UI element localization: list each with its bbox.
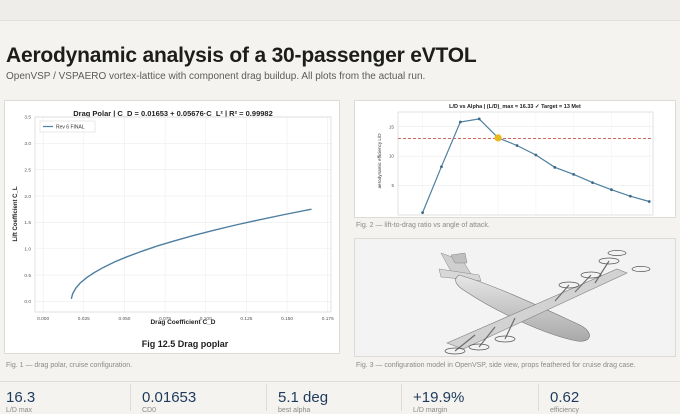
ld-alpha-point bbox=[610, 188, 613, 192]
ld-alpha-card: L/D vs Alpha | (L/D)_max = 16.33 ✓ Targe… bbox=[354, 100, 676, 218]
drag-polar-ytick-label: 1.5 bbox=[24, 220, 31, 226]
stat-efficiency-value: 0.62 bbox=[550, 389, 580, 406]
drag-polar-xtick-label: 0.175 bbox=[322, 316, 334, 322]
ld-alpha-point bbox=[572, 172, 576, 176]
drag-polar-title: Drag Polar | C_D = 0.01653 + 0.05676·C_L… bbox=[73, 109, 273, 118]
vtol-rotors bbox=[444, 250, 651, 355]
ld-alpha-point bbox=[628, 194, 632, 198]
drag-polar-ytick-label: 2.5 bbox=[24, 167, 31, 173]
stat-cd0-value: 0.01653 bbox=[142, 389, 197, 406]
fig3-caption: Fig. 3 — configuration model in OpenVSP,… bbox=[356, 362, 636, 369]
ld-alpha-point bbox=[421, 211, 424, 215]
stats-divider bbox=[0, 381, 680, 382]
ld-alpha-point bbox=[553, 165, 557, 169]
drag-polar-plot-frame bbox=[34, 116, 332, 313]
page-subtitle: OpenVSP / VSPAERO vortex-lattice with co… bbox=[6, 71, 426, 82]
ld-alpha-point bbox=[515, 144, 519, 147]
vtol-main-wing bbox=[446, 268, 628, 350]
fig2-caption: Fig. 2 — lift-to-drag ratio vs angle of … bbox=[356, 222, 490, 229]
drag-polar-ytick-label: 0.5 bbox=[24, 273, 31, 279]
drag-polar-inner-caption: Fig 12.5 Drag poplar bbox=[142, 339, 229, 349]
ld-alpha-highlight-marker bbox=[494, 134, 502, 142]
drag-polar-xtick-label: 0.100 bbox=[200, 316, 212, 322]
drag-polar-ytick-label: 2.0 bbox=[24, 194, 31, 200]
drag-polar-legend-label: Rev 6 FINAL bbox=[56, 125, 85, 131]
ld-alpha-point bbox=[647, 200, 651, 203]
drag-polar-xtick-label: 0.025 bbox=[78, 316, 90, 322]
ld-alpha-ytick-label: 10 bbox=[389, 154, 395, 159]
top-bar bbox=[0, 0, 680, 21]
ld-alpha-point bbox=[591, 181, 594, 185]
drag-polar-ylabel: Lift Coefficient C_L bbox=[13, 186, 19, 241]
drag-polar-xtick-label: 0.125 bbox=[240, 316, 252, 322]
drag-polar-xlabel: Drag Coefficient C_D bbox=[150, 319, 215, 326]
page-title: Aerodynamic analysis of a 30-passenger e… bbox=[6, 44, 477, 67]
fig1-caption: Fig. 1 — drag polar, cruise configuratio… bbox=[6, 362, 133, 369]
drag-polar-xtick-label: 0.075 bbox=[159, 316, 171, 322]
stat-separator bbox=[130, 384, 131, 411]
stat-margin-value: +19.9% bbox=[413, 389, 465, 406]
ld-alpha-point bbox=[477, 117, 481, 121]
vsp-model-card bbox=[354, 238, 676, 357]
drag-polar-xtick-label: 0.050 bbox=[118, 316, 130, 322]
drag-polar-ytick-label: 1.0 bbox=[24, 246, 31, 252]
ld-alpha-point bbox=[458, 120, 462, 124]
drag-polar-ytick-label: 3.5 bbox=[24, 115, 31, 121]
ld-alpha-chart: L/D vs Alpha | (L/D)_max = 16.33 ✓ Targe… bbox=[377, 104, 654, 216]
drag-polar-chart: Drag Polar | C_D = 0.01653 + 0.05676·C_L… bbox=[13, 109, 334, 349]
drag-polar-legend: Rev 6 FINAL bbox=[39, 120, 96, 133]
ld-alpha-plot-frame bbox=[397, 111, 654, 216]
vsp-model-image bbox=[438, 250, 651, 355]
stat-separator bbox=[266, 384, 267, 411]
ld-alpha-point bbox=[534, 153, 538, 157]
stat-separator bbox=[401, 384, 402, 411]
drag-polar-xtick-label: 0.000 bbox=[37, 316, 49, 322]
drag-polar-ytick-label: 0.0 bbox=[24, 299, 31, 305]
stat-separator bbox=[538, 384, 539, 411]
drag-polar-ytick-label: 3.0 bbox=[24, 141, 31, 147]
stat-best-alpha-value: 5.1 deg bbox=[278, 389, 329, 406]
stat-ld-max-value: 16.3 bbox=[6, 389, 36, 406]
ld-alpha-ylabel: aerodynamic efficiency L/D bbox=[377, 133, 382, 189]
ld-alpha-ytick-label: 15 bbox=[389, 124, 395, 129]
drag-polar-xtick-label: 0.150 bbox=[281, 316, 293, 322]
ld-alpha-point bbox=[440, 165, 443, 169]
vtol-fuselage bbox=[455, 274, 590, 342]
ld-alpha-title: L/D vs Alpha | (L/D)_max = 16.33 ✓ Targe… bbox=[449, 104, 581, 110]
drag-polar-series-line bbox=[70, 208, 312, 299]
ld-alpha-ytick-label: 5 bbox=[391, 183, 394, 188]
drag-polar-card: Drag Polar | C_D = 0.01653 + 0.05676·C_L… bbox=[4, 100, 340, 354]
